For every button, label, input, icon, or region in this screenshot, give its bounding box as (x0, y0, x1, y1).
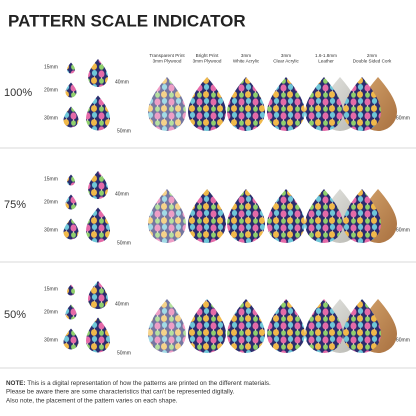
column-header: 3mm Plywood (193, 59, 222, 64)
size-label: 20mm (44, 199, 58, 205)
teardrop (227, 77, 265, 131)
size-label: 30mm (44, 337, 58, 343)
teardrop (148, 299, 186, 353)
size-label: 60mm (396, 337, 410, 343)
column-header: 1.6-1.8mm (315, 53, 337, 58)
teardrop (343, 299, 381, 353)
size-label: 15mm (44, 64, 58, 70)
size-label: 20mm (44, 309, 58, 315)
note-line: Also note, the placement of the pattern … (6, 398, 178, 405)
column-header: Transparent Print (149, 53, 185, 58)
teardrop (188, 299, 226, 353)
scale-label: 100% (4, 87, 32, 99)
teardrop (88, 171, 108, 199)
teardrop (227, 189, 265, 243)
teardrop (267, 299, 305, 353)
scale-label: 50% (4, 309, 26, 321)
teardrop (63, 328, 79, 350)
size-label: 60mm (396, 115, 410, 121)
size-label: 15mm (44, 286, 58, 292)
teardrop (343, 189, 381, 243)
teardrop (88, 59, 108, 87)
teardrop (67, 62, 75, 74)
column-header: Bright Print (196, 53, 219, 58)
teardrop (305, 189, 343, 243)
scale-label: 75% (4, 199, 26, 211)
teardrop (86, 317, 110, 353)
size-label: 20mm (44, 87, 58, 93)
column-header: Leather (318, 59, 334, 64)
size-label: 50mm (117, 240, 131, 246)
column-header: Clear Acrylic (273, 59, 299, 64)
teardrop (65, 304, 77, 320)
teardrop (305, 77, 343, 131)
teardrop (188, 189, 226, 243)
size-label: 30mm (44, 227, 58, 233)
column-header: 3mm Plywood (153, 59, 182, 64)
note-text: This is a digital representation of how … (27, 380, 271, 387)
size-label: 50mm (117, 128, 131, 134)
size-label: 15mm (44, 176, 58, 182)
teardrop (65, 194, 77, 210)
column-header: 3mm (241, 53, 251, 58)
teardrop (88, 281, 108, 309)
teardrop (267, 77, 305, 131)
note-line: NOTE: This is a digital representation o… (6, 380, 271, 387)
teardrop (67, 284, 75, 296)
teardrop (305, 299, 343, 353)
teardrop (86, 207, 110, 243)
column-header: Double Sided Cork (353, 59, 392, 64)
size-label: 40mm (115, 79, 129, 85)
teardrop (63, 106, 79, 128)
teardrop (148, 189, 186, 243)
teardrop (65, 82, 77, 98)
title: PATTERN SCALE INDICATOR (8, 11, 246, 30)
note-label: NOTE: (6, 380, 26, 387)
teardrop (267, 189, 305, 243)
column-header: 3mm (281, 53, 291, 58)
column-header: 2mm (367, 53, 377, 58)
column-header: White Acrylic (233, 59, 260, 64)
teardrop (148, 77, 186, 131)
size-label: 40mm (115, 191, 129, 197)
size-label: 50mm (117, 350, 131, 356)
teardrop (67, 174, 75, 186)
teardrop (86, 95, 110, 131)
teardrop (343, 77, 381, 131)
note-line: Please be aware there are some character… (6, 389, 234, 396)
size-label: 40mm (115, 301, 129, 307)
size-label: 60mm (396, 227, 410, 233)
size-label: 30mm (44, 115, 58, 121)
teardrop (188, 77, 226, 131)
teardrop (63, 218, 79, 240)
teardrop (227, 299, 265, 353)
